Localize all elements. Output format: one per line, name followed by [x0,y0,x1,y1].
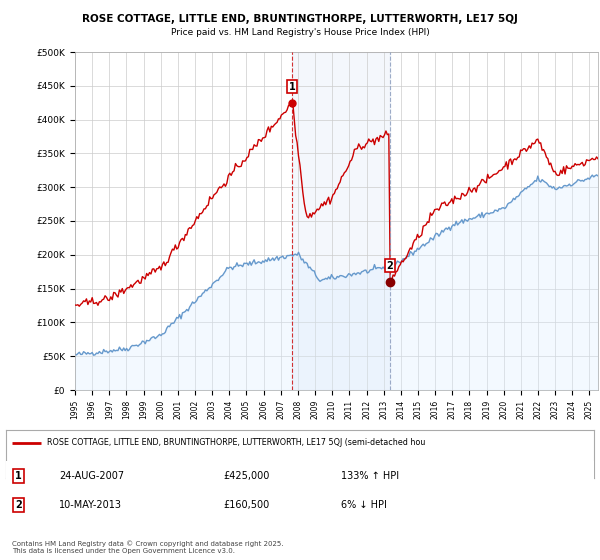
Text: 2: 2 [15,500,22,510]
Text: 2: 2 [386,261,393,270]
Text: 1: 1 [289,82,295,92]
Bar [292,52,390,390]
Text: Price paid vs. HM Land Registry's House Price Index (HPI): Price paid vs. HM Land Registry's House … [170,28,430,37]
Text: 1: 1 [15,471,22,481]
Text: 133% ↑ HPI: 133% ↑ HPI [341,471,399,481]
Text: ROSE COTTAGE, LITTLE END, BRUNTINGTHORPE, LUTTERWORTH, LE17 5QJ (semi-detached h: ROSE COTTAGE, LITTLE END, BRUNTINGTHORPE… [47,438,425,447]
Text: 10-MAY-2013: 10-MAY-2013 [59,500,122,510]
Text: £425,000: £425,000 [224,471,270,481]
Text: Contains HM Land Registry data © Crown copyright and database right 2025.
This d: Contains HM Land Registry data © Crown c… [12,540,284,554]
Text: HPI: Average price, semi-detached house, Harborough: HPI: Average price, semi-detached house,… [47,460,265,469]
Text: £160,500: £160,500 [224,500,270,510]
Text: ROSE COTTAGE, LITTLE END, BRUNTINGTHORPE, LUTTERWORTH, LE17 5QJ: ROSE COTTAGE, LITTLE END, BRUNTINGTHORPE… [82,14,518,24]
Text: 6% ↓ HPI: 6% ↓ HPI [341,500,387,510]
Text: 24-AUG-2007: 24-AUG-2007 [59,471,124,481]
